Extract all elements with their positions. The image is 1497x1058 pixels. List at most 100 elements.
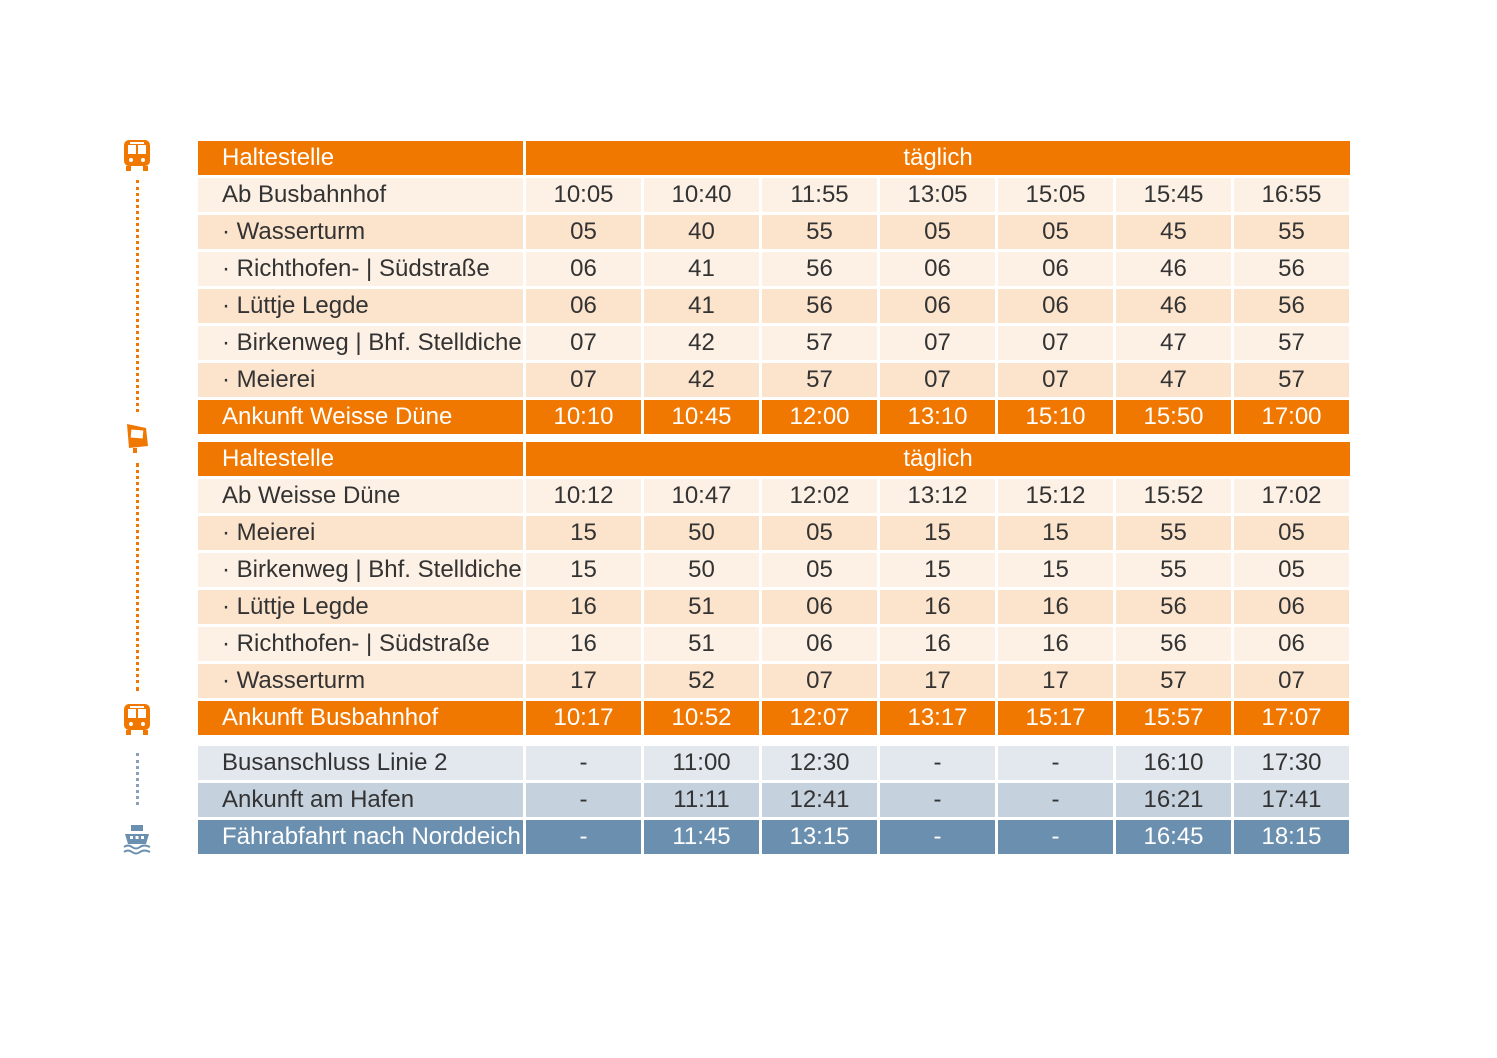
departure-time: 57 <box>762 363 877 397</box>
departure-time: - <box>526 746 641 780</box>
departure-time: 13:17 <box>880 701 995 735</box>
departure-time: 15:57 <box>1116 701 1231 735</box>
departure-time: 05 <box>762 516 877 550</box>
outbound-section: Haltestelle täglich Ab Busbahnhof 10:05 10:4… <box>198 141 1350 434</box>
departure-time: 18:15 <box>1234 820 1349 854</box>
departure-time: 12:30 <box>762 746 877 780</box>
departure-time: 13:10 <box>880 400 995 434</box>
header-row: Haltestelle täglich <box>198 442 1350 476</box>
departure-time: 07 <box>998 363 1113 397</box>
departure-time: 05 <box>998 215 1113 249</box>
departure-time: 13:15 <box>762 820 877 854</box>
departure-time: 06 <box>762 627 877 661</box>
timetable: Haltestelle täglich Ab Busbahnhof 10:05 10:4… <box>198 141 1350 857</box>
departure-time: 06 <box>1234 627 1349 661</box>
table-row: · Birkenweg | Bhf. Stelldichein 07 42 57 07 0… <box>198 326 1350 360</box>
departure-time: 06 <box>880 289 995 323</box>
departure-time: 55 <box>1116 553 1231 587</box>
departure-time: 06 <box>762 590 877 624</box>
departure-time: 10:45 <box>644 400 759 434</box>
table-row: · Wasserturm 17 52 07 17 17 57 07 <box>198 664 1350 698</box>
route-sidebar <box>110 135 165 865</box>
departure-time: 40 <box>644 215 759 249</box>
departure-time: 56 <box>1234 252 1349 286</box>
departure-time: 12:07 <box>762 701 877 735</box>
departure-time: 10:05 <box>526 178 641 212</box>
departure-time: 15 <box>998 516 1113 550</box>
departure-time: 55 <box>762 215 877 249</box>
stop-name: · Birkenweg | Bhf. Stelldichein <box>198 326 523 360</box>
days-column-header: täglich <box>526 141 1350 175</box>
stop-name: Ankunft am Hafen <box>198 783 523 817</box>
departure-time: 10:17 <box>526 701 641 735</box>
departure-time: 55 <box>1116 516 1231 550</box>
departure-time: 45 <box>1116 215 1231 249</box>
departure-time: 16 <box>998 627 1113 661</box>
departure-time: 15:10 <box>998 400 1113 434</box>
connection-line <box>136 753 139 805</box>
departure-time: 56 <box>762 252 877 286</box>
departure-time: 56 <box>1116 590 1231 624</box>
departure-time: 47 <box>1116 363 1231 397</box>
departure-time: 13:05 <box>880 178 995 212</box>
departure-time: 13:12 <box>880 479 995 513</box>
departure-time: 07 <box>526 326 641 360</box>
departure-time: - <box>880 820 995 854</box>
departure-time: 06 <box>1234 590 1349 624</box>
departure-time: 05 <box>1234 553 1349 587</box>
table-row: · Meierei 15 50 05 15 15 55 05 <box>198 516 1350 550</box>
departure-time: - <box>880 783 995 817</box>
departure-time: 07 <box>1234 664 1349 698</box>
departure-time: 11:11 <box>644 783 759 817</box>
bus-icon <box>124 140 150 171</box>
table-row: · Lüttje Legde 06 41 56 06 06 46 56 <box>198 289 1350 323</box>
departure-time: 11:00 <box>644 746 759 780</box>
departure-time: - <box>998 746 1113 780</box>
departure-time: 15:12 <box>998 479 1113 513</box>
departure-time: 46 <box>1116 289 1231 323</box>
stop-name: · Wasserturm <box>198 664 523 698</box>
departure-time: 07 <box>762 664 877 698</box>
departure-time: 17:00 <box>1234 400 1349 434</box>
departure-time: 12:02 <box>762 479 877 513</box>
departure-time: 17:07 <box>1234 701 1349 735</box>
stop-name: Ab Weisse Düne <box>198 479 523 513</box>
table-row: · Birkenweg | Bhf. Stelldichein 15 50 05 15 1… <box>198 553 1350 587</box>
departure-time: - <box>526 820 641 854</box>
departure-time: 15 <box>526 516 641 550</box>
stop-name: · Lüttje Legde <box>198 289 523 323</box>
stop-name: · Lüttje Legde <box>198 590 523 624</box>
departure-time: 17:02 <box>1234 479 1349 513</box>
departure-time: 05 <box>762 553 877 587</box>
departure-time: 06 <box>526 289 641 323</box>
departure-time: 56 <box>1234 289 1349 323</box>
departure-time: 16:55 <box>1234 178 1349 212</box>
departure-time: 15:05 <box>998 178 1113 212</box>
departure-time: 17:30 <box>1234 746 1349 780</box>
departure-time: 57 <box>1234 326 1349 360</box>
stop-column-header: Haltestelle <box>198 141 523 175</box>
stop-name: Ab Busbahnhof <box>198 178 523 212</box>
stop-name: Ankunft Weisse Düne <box>198 400 523 434</box>
departure-time: 17 <box>998 664 1113 698</box>
departure-time: 05 <box>1234 516 1349 550</box>
table-row: · Lüttje Legde 16 51 06 16 16 56 06 <box>198 590 1350 624</box>
departure-time: 16 <box>998 590 1113 624</box>
departure-time: 41 <box>644 289 759 323</box>
departure-time: 10:10 <box>526 400 641 434</box>
departure-time: 50 <box>644 516 759 550</box>
stop-name: · Richthofen- | Südstraße <box>198 627 523 661</box>
stop-name: · Birkenweg | Bhf. Stelldichein <box>198 553 523 587</box>
stop-name: Busanschluss Linie 2 <box>198 746 523 780</box>
stop-name: Ankunft Busbahnhof <box>198 701 523 735</box>
departure-time: 56 <box>762 289 877 323</box>
stop-name: · Meierei <box>198 516 523 550</box>
departure-time: 10:52 <box>644 701 759 735</box>
departure-time: 11:55 <box>762 178 877 212</box>
departure-time: - <box>998 783 1113 817</box>
departure-time: 15:17 <box>998 701 1113 735</box>
departure-time: 15:50 <box>1116 400 1231 434</box>
stop-name: Fährabfahrt nach Norddeich <box>198 820 523 854</box>
departure-time: 15 <box>998 553 1113 587</box>
departure-time: 57 <box>1234 363 1349 397</box>
